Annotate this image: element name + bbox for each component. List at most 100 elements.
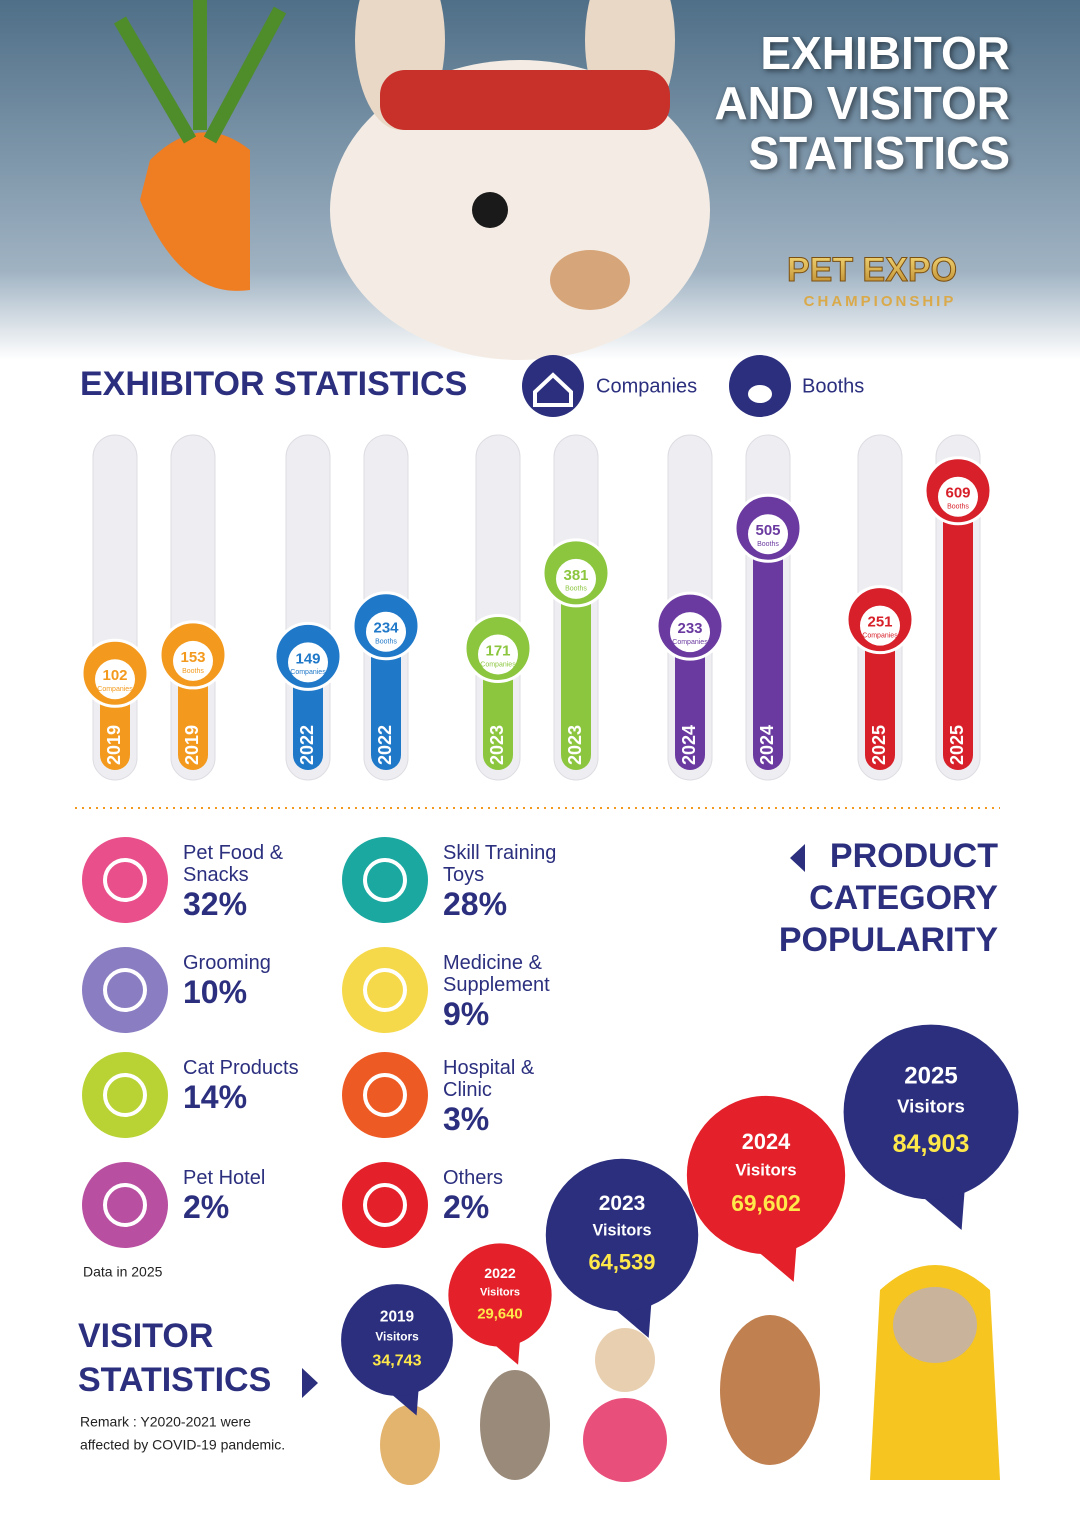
category-share: 2%: [183, 1189, 230, 1225]
note: Data in 2025: [83, 1264, 163, 1280]
rabbit-eye: [472, 192, 508, 228]
category-icon-glyph: [103, 1073, 147, 1117]
pet-bulldog: [893, 1287, 977, 1363]
category: Hospital & Clinic 3%: [443, 1057, 583, 1137]
value-badge-inner: [938, 476, 978, 517]
arrow: [790, 844, 805, 872]
category-icon: [342, 1162, 428, 1248]
bar: [943, 490, 973, 770]
category-share: 28%: [443, 886, 508, 922]
year-label: 2022: [375, 725, 395, 765]
bubble-year: 2025: [904, 1062, 957, 1089]
unit-label: Booths: [947, 504, 969, 511]
pet-poodle: [720, 1315, 820, 1465]
bubble-value: 84,903: [893, 1130, 970, 1158]
logo-sub: CHAMPIONSHIP: [804, 293, 957, 310]
year-label: 2024: [679, 725, 699, 765]
category-name: Others: [443, 1167, 504, 1189]
unit-label: Booths: [375, 639, 397, 646]
title-line: PRODUCT: [830, 837, 998, 875]
pet-ball: [583, 1398, 667, 1482]
value-label: 234: [373, 620, 399, 637]
visitor-bubble: [843, 1024, 1019, 1200]
visitor-bubble: [341, 1284, 453, 1396]
category-icon-glyph: [103, 1183, 147, 1227]
year-label: 2019: [104, 725, 124, 765]
category-icon-glyph: [103, 858, 147, 902]
title-line: STATISTICS: [748, 127, 1010, 179]
category-name: Cat Products: [183, 1057, 299, 1079]
value-badge-inner: [366, 611, 406, 652]
carrot: [140, 132, 250, 291]
category-share: 10%: [183, 974, 248, 1010]
category: Others 2%: [443, 1167, 583, 1225]
category-icon: [342, 1052, 428, 1138]
title-line: CATEGORY: [809, 879, 998, 917]
bubble-value: 64,539: [588, 1250, 655, 1275]
year-label: 2023: [487, 725, 507, 765]
value-badge-inner: [478, 634, 518, 675]
remark: Remark : Y2020-2021 were: [80, 1414, 251, 1430]
category-name: Skill Training Toys: [443, 842, 557, 886]
category-icon-glyph: [363, 1073, 407, 1117]
bar: [371, 625, 401, 770]
visitor-title: VISITOR STATISTICS: [78, 1317, 318, 1399]
bubble-unit: Visitors: [735, 1160, 796, 1179]
bubble-unit: Visitors: [480, 1286, 520, 1298]
bubble-value: 29,640: [477, 1307, 522, 1323]
value-label: 149: [295, 650, 320, 667]
title-line: EXHIBITOR: [760, 27, 1010, 79]
year-label: 2024: [757, 725, 777, 765]
category-name: Pet Hotel: [183, 1167, 266, 1189]
headband: [380, 70, 670, 130]
header-title: EXHIBITOR AND VISITOR STATISTICS: [714, 27, 1010, 179]
house-icon: [533, 372, 573, 407]
category-share: 2%: [443, 1189, 490, 1225]
value-label: 233: [677, 620, 702, 637]
category: Grooming 10%: [183, 952, 323, 1010]
year-label: 2023: [565, 725, 585, 765]
unit-label: Companies: [862, 632, 898, 639]
unit-label: Companies: [290, 669, 326, 676]
value-badge-inner: [173, 640, 213, 681]
title-line: STATISTICS: [78, 1361, 271, 1399]
remark: affected by COVID-19 pandemic.: [80, 1437, 285, 1453]
category: Medicine & Supplement 9%: [443, 952, 583, 1032]
value-label: 171: [485, 642, 510, 659]
year-label: 2019: [182, 725, 202, 765]
pet-cat: [480, 1370, 550, 1480]
category: Skill Training Toys 28%: [443, 842, 583, 922]
section-title: EXHIBITOR STATISTICS: [80, 365, 467, 403]
legend-label: Booths: [802, 375, 864, 397]
category-icon: [82, 1052, 168, 1138]
value-label: 505: [755, 522, 780, 539]
bubble-year: 2023: [599, 1192, 646, 1215]
legend-icon: [522, 355, 584, 417]
pet-chihuahua: [595, 1328, 655, 1392]
bubble-unit: Visitors: [592, 1221, 651, 1239]
category-icon: [82, 947, 168, 1033]
unit-label: Companies: [672, 639, 708, 646]
category-share: 3%: [443, 1101, 490, 1137]
title-line: POPULARITY: [779, 921, 998, 959]
year-label: 2025: [947, 725, 967, 765]
value-badge-inner: [670, 612, 710, 653]
category-name: Medicine & Supplement: [443, 952, 550, 996]
paw-icon: [748, 385, 772, 403]
bubble-year: 2022: [484, 1266, 516, 1282]
category-icon-glyph: [363, 1183, 407, 1227]
category-share: 14%: [183, 1079, 248, 1115]
year-label: 2022: [297, 725, 317, 765]
category-name: Pet Food & Snacks: [183, 842, 284, 886]
value-badge-inner: [748, 514, 788, 555]
bar: [753, 528, 783, 770]
category: Pet Hotel 2%: [183, 1167, 323, 1225]
category: Pet Food & Snacks 32%: [183, 842, 323, 922]
bubble-value: 69,602: [731, 1190, 801, 1216]
category-icon: [342, 947, 428, 1033]
arrow: [302, 1368, 318, 1398]
value-label: 153: [180, 649, 205, 666]
category-name: Hospital & Clinic: [443, 1057, 535, 1101]
bar: [865, 619, 895, 770]
